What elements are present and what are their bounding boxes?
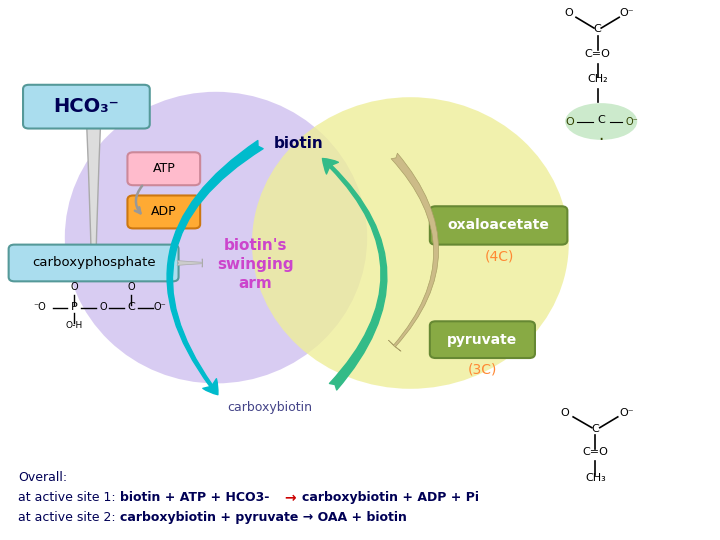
Text: O: O [71,282,78,292]
Text: .: . [598,126,604,144]
Text: O⁻: O⁻ [153,302,166,313]
Text: C: C [127,302,135,313]
Text: oxaloacetate: oxaloacetate [448,219,549,232]
Text: HCO₃⁻: HCO₃⁻ [53,97,120,116]
Text: C: C [594,24,601,35]
Text: C=O: C=O [582,447,608,457]
Text: biotin's
swinging
arm: biotin's swinging arm [217,239,294,291]
Text: C=O: C=O [585,49,611,59]
Text: carboxybiotin + ADP + Pi: carboxybiotin + ADP + Pi [302,491,480,504]
FancyArrowPatch shape [323,158,387,390]
FancyBboxPatch shape [127,152,200,185]
Text: CH₂: CH₂ [588,74,608,84]
Text: O⁻: O⁻ [619,8,634,18]
Text: ADP: ADP [151,205,176,219]
Ellipse shape [565,103,637,140]
Text: O: O [561,408,570,418]
Text: O: O [99,302,107,313]
Text: biotin: biotin [274,136,324,151]
Text: carboxybiotin: carboxybiotin [228,401,312,414]
Ellipse shape [65,92,367,383]
Text: ⁻O: ⁻O [33,302,46,313]
Text: O: O [564,8,573,18]
Text: carboxyphosphate: carboxyphosphate [32,256,156,269]
Text: at active site 2:: at active site 2: [18,511,120,524]
Text: →: → [284,491,296,505]
Text: O⁻: O⁻ [626,117,639,127]
FancyBboxPatch shape [430,321,535,358]
Text: O: O [127,282,135,292]
Text: O: O [566,117,575,127]
Text: O⁻: O⁻ [619,408,634,418]
FancyBboxPatch shape [430,206,567,245]
Text: carboxybiotin + pyruvate → OAA + biotin: carboxybiotin + pyruvate → OAA + biotin [120,511,407,524]
Text: (3C): (3C) [468,363,497,377]
Text: ATP: ATP [153,162,175,176]
Text: O-H: O-H [66,321,83,330]
Text: CH₃: CH₃ [585,472,606,483]
Text: at active site 1:: at active site 1: [18,491,120,504]
FancyBboxPatch shape [23,85,150,129]
FancyBboxPatch shape [127,195,200,228]
FancyBboxPatch shape [9,245,179,281]
Text: pyruvate: pyruvate [447,333,518,347]
Text: biotin + ATP + HCO3-: biotin + ATP + HCO3- [120,491,269,504]
Ellipse shape [252,97,569,389]
Text: C: C [598,115,605,125]
FancyArrowPatch shape [167,140,263,395]
Text: C: C [592,424,599,434]
Text: Overall:: Overall: [18,471,67,484]
Text: P: P [71,302,78,313]
Text: (4C): (4C) [485,249,513,264]
